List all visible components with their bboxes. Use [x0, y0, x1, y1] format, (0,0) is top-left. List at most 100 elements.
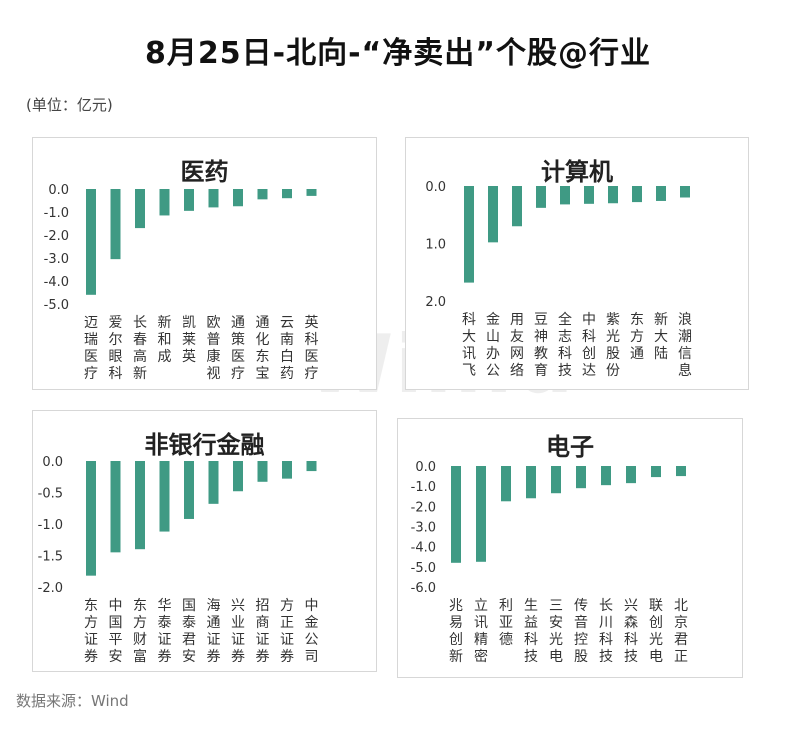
- x-category-label: 紫光股份: [606, 312, 620, 379]
- chart-panel-pharma: 医药 0.0 -1.0 -2.0 -3.0 -4.0 -5.0 迈瑞医疗 爱尔眼科 长春高新 新和…: [32, 137, 377, 390]
- y-tick-label: 1.0: [425, 238, 446, 253]
- bar: [184, 189, 194, 211]
- y-tick-label: -3.0: [44, 252, 69, 267]
- y-tick-label: -3.0: [411, 521, 436, 536]
- bar: [110, 189, 121, 260]
- y-tick-label: -6.0: [411, 581, 436, 596]
- bar: [632, 186, 642, 203]
- y-tick-label: -4.0: [411, 541, 436, 556]
- chart-panel-electronics: 电子 0.0 -1.0 -2.0 -3.0 -4.0 -5.0 -6.0 兆易创新 立讯精密 利亚…: [397, 418, 743, 678]
- bar-chart-pharma: 0.0 -1.0 -2.0 -3.0 -4.0 -5.0 迈瑞医疗爱尔眼科长春高新新和成凯莱…: [44, 183, 319, 382]
- x-category-label: 中科创达: [582, 312, 596, 379]
- y-tick-label: 2.0: [425, 295, 446, 310]
- y-tick-label: 0.0: [415, 460, 436, 475]
- x-category-label: 云南白药: [280, 315, 294, 382]
- x-category-label: 科大讯飞: [462, 312, 476, 379]
- chart-title: 计算机: [541, 158, 613, 186]
- bar: [159, 189, 170, 216]
- x-category-label: 兴业证券: [231, 598, 245, 665]
- bar: [576, 466, 586, 489]
- bar: [526, 466, 536, 499]
- bar: [159, 461, 170, 532]
- bar: [86, 189, 96, 295]
- x-category-label: 立讯精密: [474, 598, 488, 665]
- bar: [208, 189, 219, 208]
- chart-title: 电子: [546, 433, 594, 461]
- y-tick-label: -2.0: [38, 581, 63, 596]
- x-category-label: 传音控股: [574, 598, 588, 665]
- y-tick-label: 0.0: [48, 183, 69, 198]
- x-category-label: 新和成: [158, 315, 172, 365]
- chart-panel-nonbank-finance: 非银行金融 0.0 -0.5 -1.0 -1.5 -2.0 东方证券 中国平安 东方财富 华泰证…: [32, 410, 377, 672]
- bar: [536, 186, 546, 208]
- bar: [233, 189, 243, 207]
- x-category-label: 海通证券: [207, 598, 221, 665]
- bar: [601, 466, 611, 486]
- chart-title: 非银行金融: [144, 431, 265, 459]
- bar: [451, 466, 461, 563]
- y-tick-label: -4.0: [44, 275, 69, 290]
- bar-chart-nonbank-finance: 0.0 -0.5 -1.0 -1.5 -2.0 东方证券中国平安东方财富华泰证券国泰君安海…: [38, 455, 319, 665]
- bar: [464, 186, 474, 283]
- chart-title: 医药: [180, 158, 229, 186]
- y-tick-label: -1.0: [411, 480, 436, 495]
- bar: [584, 186, 594, 204]
- bar: [512, 186, 522, 227]
- x-category-label: 豆神教育: [534, 312, 548, 379]
- x-category-label: 英科医疗: [305, 314, 319, 382]
- bar: [306, 461, 317, 472]
- y-tick-label: -0.5: [38, 487, 63, 502]
- x-category-label: 国泰君安: [182, 598, 196, 665]
- bar: [488, 186, 498, 243]
- bar: [656, 186, 666, 201]
- data-source: 数据来源：Wind: [16, 692, 129, 710]
- x-category-label: 东方财富: [133, 598, 147, 665]
- x-category-label: 金山办公: [486, 312, 500, 379]
- x-category-label: 招商证券: [256, 598, 270, 665]
- x-category-label: 华泰证券: [158, 598, 172, 665]
- x-category-label: 联创光电: [649, 598, 663, 665]
- x-category-label: 东方通: [630, 312, 644, 362]
- bar: [676, 466, 686, 477]
- bar: [476, 466, 486, 562]
- x-category-label: 三安光电: [549, 598, 563, 665]
- bar: [257, 189, 268, 200]
- x-category-label: 浪潮信息: [678, 312, 692, 379]
- x-category-label: 全志科技: [558, 311, 572, 379]
- bar: [626, 466, 636, 484]
- x-category-label: 兆易创新: [449, 598, 463, 665]
- bar: [551, 466, 561, 494]
- x-category-label: 长川科技: [599, 598, 613, 665]
- y-tick-label: -1.0: [38, 518, 63, 533]
- x-category-label: 欧普康视: [207, 315, 221, 382]
- y-tick-label: -5.0: [411, 561, 436, 576]
- x-category-label: 新大陆: [654, 312, 668, 362]
- unit-label: (单位：亿元): [26, 96, 113, 114]
- x-category-label: 生益科技: [524, 598, 538, 665]
- bar: [560, 186, 570, 205]
- x-category-label: 东方证券: [84, 598, 98, 665]
- bar: [135, 461, 145, 550]
- bar-chart-electronics: 0.0 -1.0 -2.0 -3.0 -4.0 -5.0 -6.0 兆易创新立讯精密利亚德生益…: [411, 460, 688, 665]
- y-tick-label: -1.0: [44, 206, 69, 221]
- x-category-label: 通化东宝: [256, 315, 270, 382]
- bar: [135, 189, 145, 229]
- x-category-label: 用友网络: [510, 312, 524, 379]
- bar: [86, 461, 96, 576]
- bar: [306, 189, 317, 196]
- x-category-label: 中金公司: [305, 598, 319, 665]
- y-tick-label: -1.5: [38, 550, 63, 565]
- y-tick-label: 0.0: [42, 455, 63, 470]
- bar: [282, 189, 292, 199]
- x-category-label: 长春高新: [133, 315, 147, 382]
- bar: [257, 461, 268, 482]
- bar: [110, 461, 121, 553]
- x-category-label: 中国平安: [109, 598, 123, 665]
- x-category-label: 凯莱英: [182, 315, 196, 365]
- y-tick-label: 0.0: [425, 180, 446, 195]
- x-category-label: 北京君正: [674, 598, 688, 665]
- x-category-label: 通策医疗: [231, 315, 245, 382]
- bar: [651, 466, 661, 478]
- y-tick-label: -2.0: [411, 500, 436, 515]
- x-category-label: 利亚德: [499, 598, 513, 648]
